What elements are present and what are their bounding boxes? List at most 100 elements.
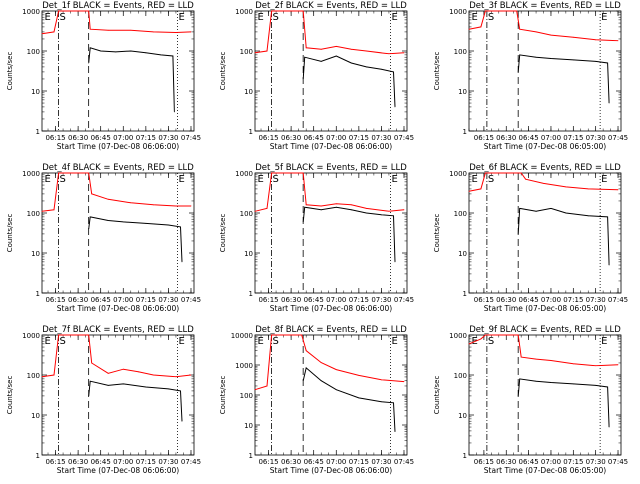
series-red-point [565, 186, 567, 188]
series-black-point [180, 390, 181, 392]
chart-title: Det_4f BLACK = Events, RED = LLD [42, 163, 194, 173]
series-red-point [271, 10, 272, 12]
marker-label-e: E [258, 174, 264, 185]
x-tick-label: 07:00 [113, 458, 133, 466]
x-tick-label: 06:45 [91, 458, 111, 466]
plot-frame [468, 10, 622, 132]
series-black-line [518, 55, 609, 103]
chart-panel-8: Det_8f BLACK = Events, RED = LLD 1 10 100 10… [219, 325, 414, 475]
series-black-point [145, 386, 147, 388]
marker-label-e: E [471, 174, 477, 185]
plot-frame [254, 10, 408, 132]
series-black-point [89, 380, 91, 382]
x-tick-label: 07:45 [181, 458, 201, 466]
series-red-point [41, 210, 43, 212]
series-red-point [266, 208, 268, 209]
series-red-point [403, 209, 405, 211]
series-black-point [168, 388, 169, 390]
series-red-point [271, 334, 272, 336]
x-tick-label: 06:15 [474, 134, 494, 142]
series-black-point [535, 56, 537, 58]
series-black-point [181, 261, 183, 263]
x-tick-label: 06:15 [258, 296, 278, 304]
series-black-point [350, 62, 352, 64]
series-red-point [484, 334, 486, 336]
x-tick-label: 06:30 [281, 134, 301, 142]
series-black-point [607, 62, 608, 64]
y-tick-label: 100 [27, 48, 40, 56]
series-red-point [152, 374, 154, 376]
x-tick-label: 07:15 [136, 458, 156, 466]
x-tick-label: 07:45 [394, 134, 414, 142]
y-tick-label: 100 [27, 210, 40, 218]
y-tick-label: 1000 [449, 8, 467, 16]
series-black-point [535, 210, 537, 212]
x-tick-label: 07:30 [586, 458, 606, 466]
series-red-point [525, 178, 527, 180]
x-tick-label: 06:15 [474, 296, 494, 304]
y-tick-label: 1000 [235, 362, 253, 370]
marker-label-e: E [391, 336, 397, 347]
y-tick-label: 10 [31, 88, 40, 96]
y-tick-label: 1 [36, 452, 40, 460]
marker-label-e: E [45, 174, 51, 185]
series-red-point [320, 362, 322, 364]
x-tick-label: 06:45 [519, 134, 539, 142]
series-black-line [518, 208, 609, 265]
series-black-point [381, 68, 382, 70]
series-black-line [89, 381, 182, 421]
marker-label-e: E [601, 336, 607, 347]
x-tick-label: 06:45 [519, 296, 539, 304]
marker-label-s: S [488, 336, 494, 347]
x-tick-label: 07:00 [326, 296, 346, 304]
series-red-point [107, 29, 109, 31]
series-black-point [305, 367, 307, 369]
marker-label-s: S [60, 12, 66, 23]
x-tick-label: 06:15 [45, 296, 65, 304]
x-tick-label: 07:30 [158, 458, 178, 466]
x-tick-label: 06:30 [496, 458, 516, 466]
marker-label-s: S [273, 174, 279, 185]
series-red-point [335, 369, 337, 371]
series-red-point [107, 372, 109, 374]
chart-title: Det_9f BLACK = Events, RED = LLD [469, 325, 621, 335]
series-black-point [335, 389, 337, 391]
y-tick-label: 1000 [22, 170, 40, 178]
y-tick-label: 1 [463, 290, 467, 298]
x-tick-label: 07:30 [371, 458, 391, 466]
series-black-point [394, 106, 396, 108]
marker-label-s: S [273, 336, 279, 347]
series-black-point [304, 206, 306, 208]
y-tick-label: 10 [244, 250, 253, 258]
y-tick-label: 10 [31, 412, 40, 420]
x-tick-label: 07:15 [349, 458, 369, 466]
series-black-point [393, 402, 394, 404]
marker-label-e: E [45, 12, 51, 23]
marker-label-e: E [45, 336, 51, 347]
series-red-point [365, 50, 367, 52]
chart-title: Det_5f BLACK = Events, RED = LLD [255, 163, 407, 173]
series-red-point [88, 334, 90, 336]
series-red-point [266, 385, 268, 387]
series-black-point [517, 233, 519, 235]
y-tick-label: 10 [458, 412, 467, 420]
x-tick-label: 06:15 [45, 134, 65, 142]
series-red-point [91, 193, 93, 195]
series-black-point [88, 228, 90, 230]
marker-label-e: E [178, 336, 184, 347]
series-red-point [254, 389, 256, 391]
y-axis-label: Counts/sec [433, 52, 441, 91]
series-black-point [335, 55, 337, 57]
series-red-point [358, 375, 360, 376]
marker-label-e: E [471, 12, 477, 23]
series-black-point [122, 383, 124, 385]
series-black-point [519, 54, 521, 56]
series-red-point [484, 10, 486, 12]
series-black-point [181, 420, 183, 422]
plot-frame [41, 334, 195, 456]
marker-label-s: S [273, 12, 279, 23]
y-tick-label: 1 [249, 290, 253, 298]
chart-panel-7: Det_7f BLACK = Events, RED = LLD 1 10 100 10… [6, 325, 201, 475]
x-tick-label: 07:00 [113, 134, 133, 142]
